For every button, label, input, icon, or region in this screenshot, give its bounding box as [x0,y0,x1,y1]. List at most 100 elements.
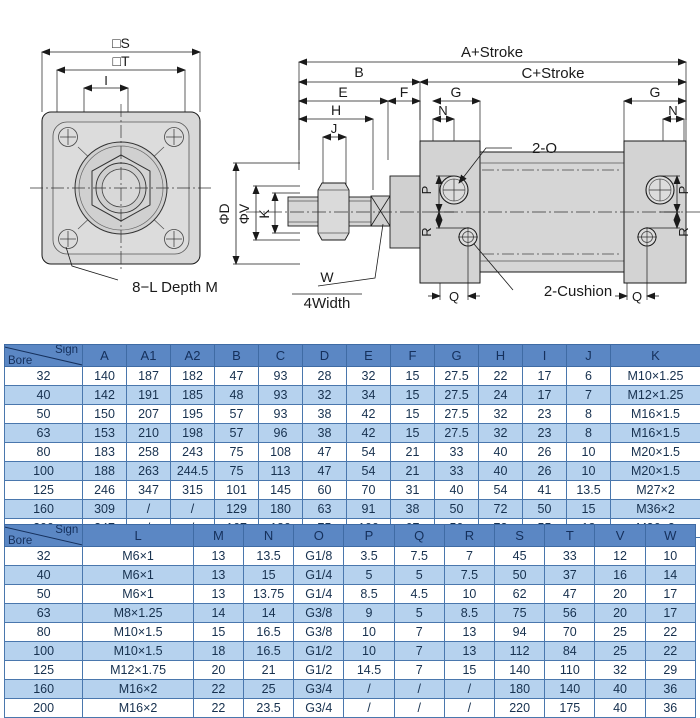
page-root: □S □T I 8−L Depth M A+Stroke C+Stroke B … [0,0,700,700]
table1-col-K: K [611,345,700,367]
cell-Q: 7 [394,623,444,642]
cell-F: 15 [391,405,435,424]
cell-C: 113 [259,462,303,481]
cell-bore: 125 [5,481,83,500]
cell-I: 17 [523,367,567,386]
cell-G: 27.5 [435,367,479,386]
label-2-cushion: 2-Cushion [544,283,612,300]
cell-E: 54 [347,443,391,462]
cell-J: 8 [567,424,611,443]
cell-E: 42 [347,405,391,424]
cell-bore: 100 [5,642,83,661]
cell-W: 36 [645,699,695,718]
cell-B: 129 [215,500,259,519]
cell-B: 57 [215,405,259,424]
cell-bore: 32 [5,547,83,566]
cell-J: 13.5 [567,481,611,500]
cell-C: 93 [259,386,303,405]
cell-A1: 347 [127,481,171,500]
cell-H: 72 [479,500,523,519]
cell-V: 20 [595,604,645,623]
dimension-table-1-wrapper: Sign Bore A A1 A2 B C D E F G H I J K [4,344,696,538]
cell-K: M16×1.5 [611,424,700,443]
table1-col-C: C [259,345,303,367]
corner-bore-label: Bore [8,535,32,547]
cell-F: 15 [391,386,435,405]
cell-W: 17 [645,585,695,604]
cell-L: M6×1 [83,585,193,604]
cell-P: 8.5 [344,585,394,604]
cell-A2: 243 [171,443,215,462]
cell-P: 9 [344,604,394,623]
cell-R: 13 [444,623,494,642]
cell-O: G3/4 [294,699,344,718]
cell-C: 93 [259,405,303,424]
cell-C: 108 [259,443,303,462]
cell-R: / [444,699,494,718]
cell-Q: 7 [394,642,444,661]
table1-col-B: B [215,345,259,367]
cell-L: M10×1.5 [83,642,193,661]
cell-M: 22 [193,680,243,699]
cell-W: 17 [645,604,695,623]
cell-P: 10 [344,642,394,661]
table1-col-A1: A1 [127,345,171,367]
table2-col-P: P [344,525,394,547]
cell-E: 42 [347,424,391,443]
cell-G: 33 [435,462,479,481]
cell-A1: 258 [127,443,171,462]
cell-D: 28 [303,367,347,386]
cell-N: 23.5 [244,699,294,718]
cell-V: 25 [595,642,645,661]
table2-col-N: N [244,525,294,547]
label-dim-n-right: N [668,103,677,118]
cell-L: M6×1 [83,566,193,585]
table1-col-D: D [303,345,347,367]
cell-D: 47 [303,462,347,481]
cell-A: 153 [83,424,127,443]
cell-M: 18 [193,642,243,661]
label-dim-p-right: P [676,186,691,195]
cell-W: 10 [645,547,695,566]
label-dim-j: J [331,121,338,136]
cell-A: 142 [83,386,127,405]
cell-V: 40 [595,680,645,699]
cell-O: G3/8 [294,604,344,623]
cell-Q: 5 [394,604,444,623]
cell-M: 14 [193,604,243,623]
cell-G: 27.5 [435,424,479,443]
cell-E: 54 [347,462,391,481]
cell-P: 5 [344,566,394,585]
cell-M: 20 [193,661,243,680]
cell-T: 56 [545,604,595,623]
cell-I: 26 [523,443,567,462]
cell-M: 22 [193,699,243,718]
cell-O: G1/4 [294,566,344,585]
cell-bore: 200 [5,699,83,718]
label-dim-e: E [338,84,347,100]
cell-S: 112 [495,642,545,661]
label-dim-p-left: P [419,186,434,195]
cell-O: G1/8 [294,547,344,566]
corner-bore-label: Bore [8,355,32,367]
table1-col-E: E [347,345,391,367]
label-dim-h: H [331,102,341,118]
cell-O: G1/4 [294,585,344,604]
cell-J: 7 [567,386,611,405]
cell-I: 26 [523,462,567,481]
cell-S: 94 [495,623,545,642]
cell-bore: 50 [5,585,83,604]
cell-bore: 63 [5,604,83,623]
cell-E: 70 [347,481,391,500]
label-dim-r-right: R [676,227,691,236]
cell-N: 16.5 [244,642,294,661]
cell-B: 101 [215,481,259,500]
cell-S: 140 [495,661,545,680]
table2-col-O: O [294,525,344,547]
cell-H: 22 [479,367,523,386]
cell-Q: 5 [394,566,444,585]
